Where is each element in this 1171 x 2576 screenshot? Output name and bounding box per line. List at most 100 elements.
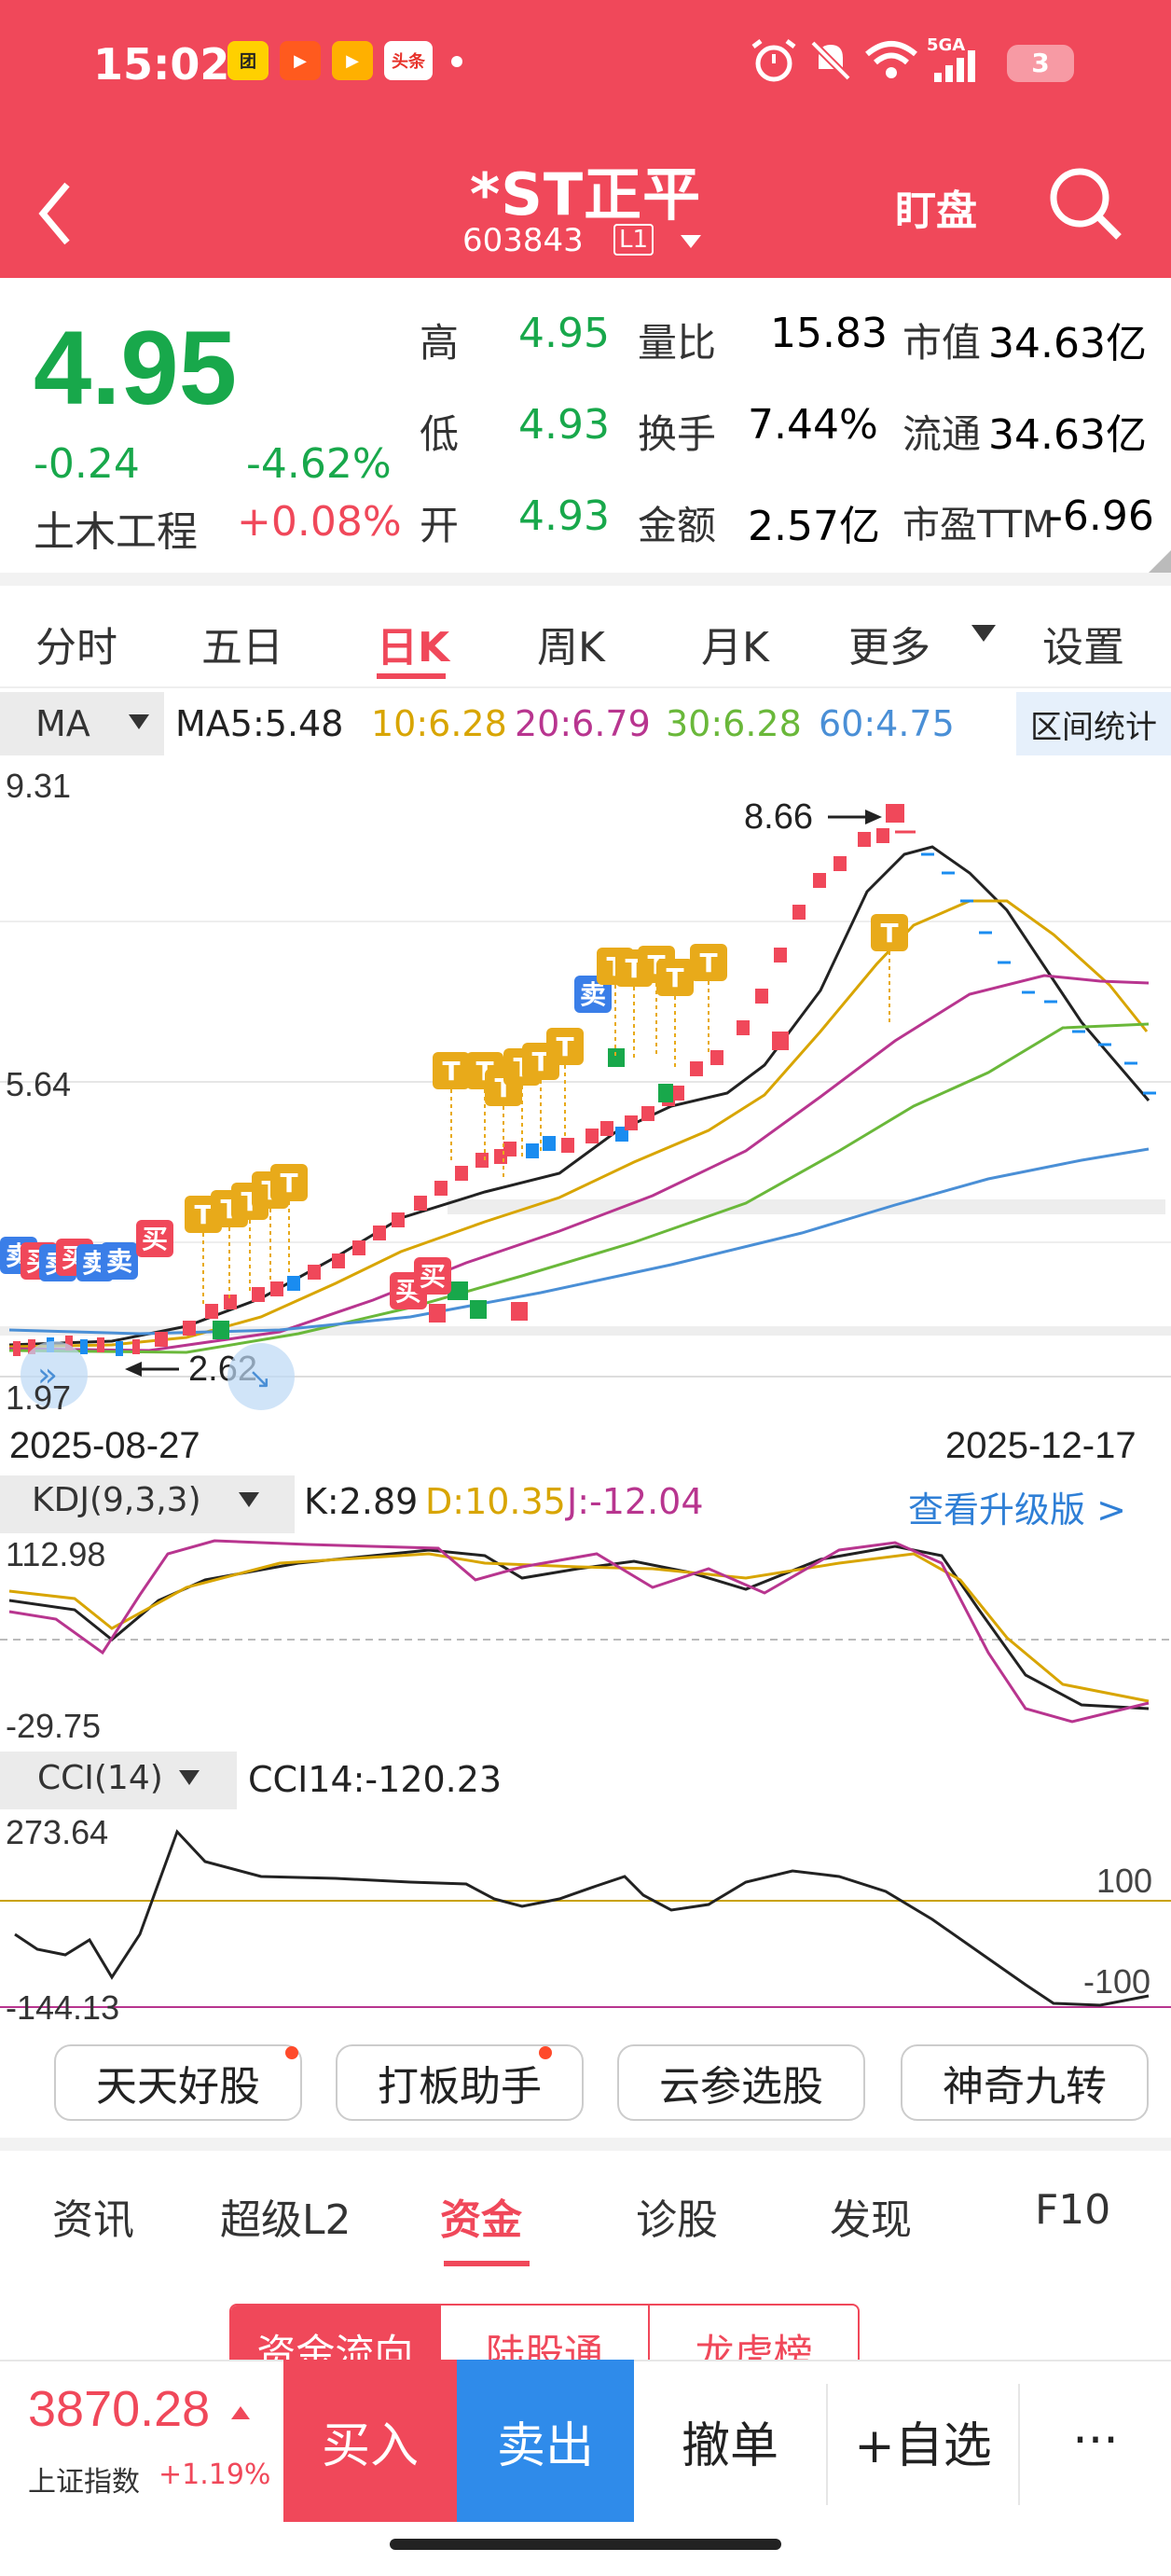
cci-title: CCI(14)	[37, 1759, 163, 1797]
tab-five-day[interactable]: 五日	[201, 624, 283, 672]
add-watchlist-button[interactable]: +自选	[854, 2417, 992, 2474]
kdj-d-value: D:10.35	[425, 1481, 566, 1522]
signal-marker-label: T	[194, 1199, 212, 1230]
tool-tiantian[interactable]: 天天好股	[54, 2044, 302, 2121]
highlight-band	[0, 1326, 1171, 1336]
kline-chart[interactable]: 卖买卖买卖卖买买买卖TTTTTTTTTTTTTTTTT 8.66 2.62 » …	[0, 761, 1171, 1417]
arrow-head	[125, 1362, 142, 1377]
mute-icon	[810, 40, 851, 81]
sell-button[interactable]: 卖出	[457, 2360, 634, 2522]
ma-line-0	[8, 845, 1150, 1347]
kdj-chart: 112.98 -29.75	[0, 1535, 1171, 1750]
signal-marker	[101, 1242, 138, 1280]
low-value: 4.93	[518, 401, 610, 449]
search-icon[interactable]	[1046, 164, 1124, 242]
amount-value: 2.57亿	[748, 503, 880, 550]
up-arrow-icon	[231, 2406, 250, 2419]
kdj-y-tick-top: 112.98	[6, 1535, 106, 1573]
signal-marker-label: T	[280, 1168, 297, 1198]
candle	[392, 1212, 405, 1227]
tab-super-l2[interactable]: 超级L2	[220, 2196, 351, 2244]
status-time: 15:02	[93, 39, 230, 90]
cci-value: CCI14:-120.23	[248, 1759, 503, 1800]
ma20-value: 20:6.79	[515, 703, 651, 744]
tab-intraday[interactable]: 分时	[35, 624, 117, 672]
candle	[434, 1181, 448, 1196]
upgrade-link[interactable]: 查看升级版 >	[908, 1489, 1126, 1530]
tab-monthly-k[interactable]: 月K	[701, 624, 769, 672]
more-dropdown-icon[interactable]	[970, 623, 998, 644]
highlight-band	[448, 1199, 1165, 1214]
more-button[interactable]: ···	[1072, 2413, 1119, 2469]
tab-daily-k[interactable]: 日K	[377, 624, 450, 672]
candle	[813, 873, 826, 888]
y-tick-top: 9.31	[6, 767, 72, 805]
tool-jiuzhuan[interactable]: 神奇九转	[901, 2044, 1149, 2121]
dropdown-icon[interactable]	[679, 233, 703, 250]
zoom-icon[interactable]	[227, 1343, 295, 1410]
tab-more[interactable]: 更多	[848, 624, 930, 672]
signal-marker-label: T	[666, 963, 683, 993]
ma60-value: 60:4.75	[819, 703, 955, 744]
candle	[352, 1240, 365, 1255]
candle	[205, 1304, 218, 1319]
price-change-pct: -4.62%	[246, 440, 392, 488]
kdj-selector[interactable]	[0, 1475, 295, 1533]
open-label: 开	[420, 503, 460, 548]
tab-settings[interactable]: 设置	[1042, 624, 1124, 672]
candle	[792, 905, 806, 920]
signal-marker-label: T	[556, 1032, 573, 1062]
candle	[543, 1136, 556, 1151]
tab-f10[interactable]: F10	[1035, 2186, 1111, 2234]
float-cap-value: 34.63亿	[988, 411, 1147, 459]
tab-news[interactable]: 资讯	[52, 2196, 134, 2244]
volume-ratio-label: 量比	[638, 320, 717, 366]
high-annotation: 8.66	[744, 797, 813, 837]
candle	[641, 1106, 654, 1121]
active-tab-indicator	[377, 673, 446, 679]
tool-yuncan[interactable]: 云参选股	[617, 2044, 865, 2121]
watch-button[interactable]: 盯盘	[895, 187, 977, 235]
candle	[833, 856, 847, 871]
stock-name: *ST正平	[469, 160, 702, 229]
tab-discover[interactable]: 发现	[830, 2196, 912, 2244]
ma-line-4	[8, 1147, 1150, 1336]
buy-button[interactable]: 买入	[283, 2360, 457, 2522]
candle-body	[658, 1084, 673, 1102]
kdj-svg	[0, 1539, 1171, 1724]
pe-value: -6.96	[1048, 492, 1154, 540]
candle	[132, 1339, 140, 1354]
sector-name[interactable]: 土木工程	[34, 508, 198, 556]
cancel-order-button[interactable]: 撤单	[681, 2417, 778, 2474]
scroll-left-icon[interactable]	[21, 1341, 88, 1408]
candle	[80, 1339, 88, 1354]
signal-marker	[690, 944, 727, 981]
tab-diagnose[interactable]: 诊股	[636, 2196, 718, 2244]
candle	[65, 1336, 73, 1350]
candle	[332, 1253, 345, 1268]
cci-dropdown-icon	[179, 1770, 200, 1785]
signal-marker-label: 买	[142, 1224, 168, 1254]
cci-line	[14, 1829, 1150, 2007]
index-value[interactable]: 3870.28	[28, 2381, 211, 2437]
new-dot	[285, 2046, 298, 2059]
tab-weekly-k[interactable]: 周K	[537, 624, 605, 672]
ma-selector-label: MA	[35, 703, 90, 744]
tab-funds[interactable]: 资金	[440, 2196, 522, 2244]
candle	[755, 989, 768, 1004]
back-icon[interactable]	[37, 181, 75, 246]
candle	[774, 948, 787, 963]
ma5-value: MA5:5.48	[175, 703, 344, 744]
cci-selector[interactable]	[0, 1752, 237, 1809]
candle	[414, 1196, 427, 1211]
index-pct: +1.19%	[158, 2458, 271, 2491]
candle	[526, 1143, 539, 1158]
candle-body	[213, 1321, 229, 1339]
date-end: 2025-12-17	[945, 1425, 1137, 1466]
signal-marker	[136, 1220, 173, 1257]
candle	[183, 1321, 196, 1336]
candle	[270, 1281, 283, 1296]
range-stats-button[interactable]: 区间统计	[1016, 692, 1171, 755]
divider	[0, 686, 1171, 688]
signal-marker-label: T	[880, 918, 898, 949]
